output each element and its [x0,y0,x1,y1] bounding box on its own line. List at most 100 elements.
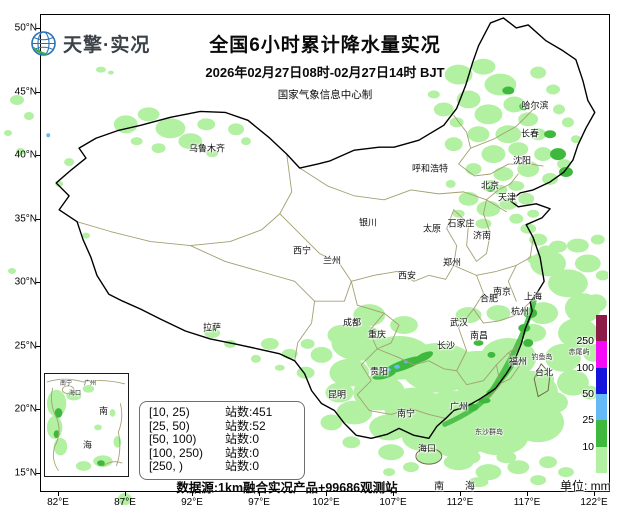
city-label: 钓鱼岛 [531,354,553,361]
lat-axis-label: 45°N [14,86,37,98]
globe-icon [31,31,56,56]
axis-tick [527,492,528,496]
city-label: 贵阳 [369,366,389,377]
map-frame [40,14,610,492]
lon-axis-label: 122°E [580,497,608,508]
axis-tick [58,492,59,496]
legend-row: [50, 100) 站数:0 [149,433,295,447]
lon-axis-label: 102°E [312,497,340,508]
inset-label: 广州 [84,381,97,387]
legend-range: [100, 250) [149,445,204,460]
precip-blob [10,95,24,105]
city-label: 拉萨 [202,322,222,333]
colorbar-segment [596,341,607,368]
inset-map [46,378,126,472]
axis-tick [326,492,327,496]
city-label: 济南 [472,230,492,241]
precipitation-colorbar [596,315,607,473]
colorbar-segment [596,393,607,421]
city-label: 太原 [422,223,442,234]
precip-blob [4,130,12,136]
city-label: 杭州 [510,306,530,317]
city-label: 兰州 [322,255,342,266]
colorbar-segment [596,446,607,473]
legend-row: [10, 25) 站数:451 [149,405,295,420]
legend-row: [250, ) 站数:0 [149,460,295,474]
colorbar-segment [596,420,607,447]
map-title: 全国6小时累计降水量实况 [209,35,441,56]
city-label: 成都 [342,317,362,328]
city-label: 海口 [417,443,437,454]
city-label: 哈尔滨 [521,100,549,111]
lat-axis-label: 25°N [14,340,37,352]
legend-station-count: 站数:0 [225,445,260,460]
lon-axis-label: 117°E [513,497,541,508]
axis-tick [36,28,40,29]
city-label: 上海 [523,291,543,302]
station-count-legend: [10, 25) 站数:451 [25, 50) 站数:52 [50, 100) 站数:0… [139,401,305,480]
city-label: 南宁 [396,408,416,419]
city-label: 台北 [534,367,554,378]
legend-station-count: 站数:0 [225,432,260,447]
colorbar-tick-label: 10 [582,440,594,453]
legend-station-count: 站数:52 [225,418,266,433]
axis-tick [36,409,40,411]
legend-station-count: 站数:0 [225,459,260,474]
lon-axis-label: 107°E [379,497,407,508]
city-label: 南京 [492,286,512,297]
city-label: 呼和浩特 [411,163,449,174]
city-label: 北京 [480,180,500,191]
tianqing-logo: 天擎·实况 [30,30,150,57]
map-datetime: 2026年02月27日08时-02月27日14时 BJT [205,65,445,80]
lat-axis-label: 30°N [14,276,37,288]
city-label: 合肥 [479,293,499,304]
legend-row: [25, 50) 站数:52 [149,418,295,434]
city-label: 南 海 [434,481,484,493]
axis-tick [393,492,394,496]
axis-tick [36,155,40,157]
precip-blob [118,493,132,505]
legend-range: [10, 25) [149,405,190,419]
city-label: 天津 [497,192,517,203]
axis-tick [125,492,126,496]
south-china-sea-inset [44,373,129,477]
colorbar-tick-label: 250 [576,335,594,348]
colorbar-segment [596,367,607,394]
lat-axis-label: 20°N [14,403,37,415]
city-label: 长春 [520,128,540,139]
city-label: 银川 [358,217,378,228]
axis-tick [192,492,193,496]
precip-blob [8,268,16,274]
city-label: 东沙群岛 [475,429,503,436]
city-label: 重庆 [367,329,387,340]
inset-label: 南 [99,406,109,416]
axis-tick [36,345,40,347]
inset-label: 南宁 [60,381,73,387]
axis-tick [36,218,40,220]
china-precipitation-map [46,17,608,488]
axis-tick [594,492,595,496]
axis-tick [460,492,461,496]
city-label: 武汉 [449,317,469,328]
city-label: 昆明 [327,389,347,400]
legend-range: [250, ) [149,459,184,474]
city-label: 石家庄 [447,218,475,229]
legend-range: [25, 50) [149,418,190,433]
colorbar-tick-label: 50 [582,388,594,400]
legend-row: [100, 250) 站数:0 [149,445,295,461]
city-label: 乌鲁木齐 [188,143,226,154]
city-label: 西安 [397,270,417,281]
lon-axis-label: 87°E [114,497,136,508]
city-label: 西宁 [292,245,312,256]
title-block: 全国6小时累计降水量实况 2026年02月27日08时-02月27日14时 BJ… [150,30,500,102]
lat-axis-label: 35°N [14,213,37,225]
axis-tick [36,282,40,284]
lon-axis-label: 82°E [47,497,69,508]
precip-blob [24,112,34,120]
colorbar-tick-label: 25 [582,414,594,427]
city-label: 长沙 [436,340,456,351]
city-label: 郑州 [442,257,462,268]
lon-axis-label: 92°E [181,497,203,508]
axis-tick [36,472,40,474]
